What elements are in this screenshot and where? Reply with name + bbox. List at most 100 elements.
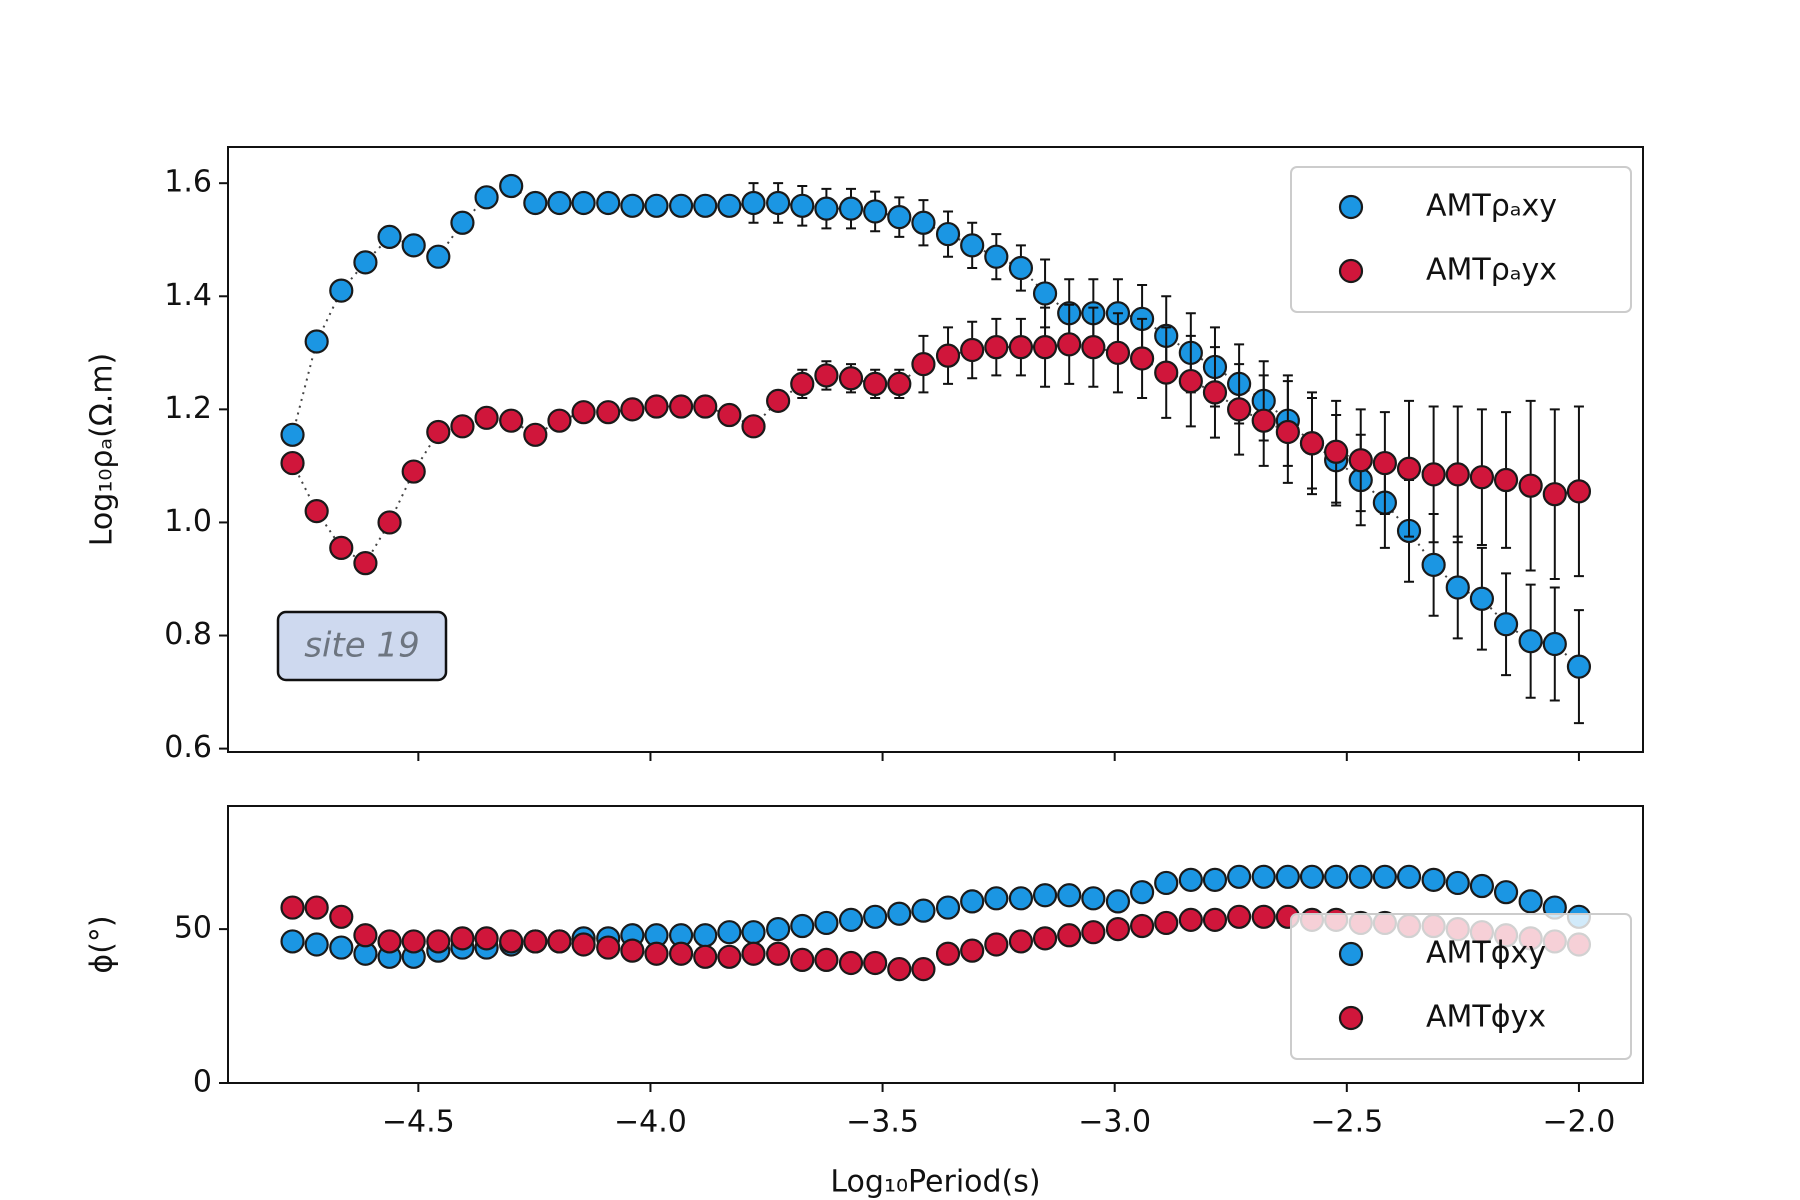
y-tick-label: 50 (174, 911, 212, 946)
y-tick-label: 0 (193, 1065, 212, 1100)
data-point (668, 394, 694, 419)
data-point (668, 941, 694, 966)
data-point (547, 408, 572, 433)
data-point (1178, 368, 1203, 394)
data-point (1057, 332, 1082, 357)
data-point (1372, 450, 1397, 476)
data-point (596, 190, 621, 216)
data-point (401, 929, 426, 954)
data-point (1202, 867, 1228, 892)
data-point (960, 889, 985, 914)
data-point (571, 400, 596, 425)
data-point (1445, 870, 1470, 896)
data-point (1518, 473, 1543, 498)
legend-label: AMTρₐxy (1426, 189, 1557, 224)
data-point (1251, 408, 1276, 433)
data-point (523, 190, 548, 216)
data-point (814, 363, 839, 388)
data-point (1032, 883, 1058, 908)
data-point (499, 173, 524, 199)
data-point (766, 941, 791, 966)
data-point (887, 205, 912, 230)
data-point (1178, 867, 1203, 892)
data-point (1202, 907, 1228, 932)
y-tick-label: 1.2 (164, 391, 212, 426)
data-point (790, 371, 815, 397)
x-tick-label: −2.0 (1543, 1105, 1616, 1140)
x-tick-label: −3.5 (846, 1105, 919, 1140)
y-tick-label: 0.6 (164, 730, 212, 765)
data-point (960, 233, 985, 258)
data-point (790, 947, 815, 972)
data-point (693, 394, 718, 419)
data-point (1129, 913, 1155, 939)
data-point (644, 394, 669, 419)
data-point (717, 402, 742, 428)
data-point (814, 910, 839, 936)
legend-label: AMTϕyx (1426, 1000, 1546, 1035)
data-point (1493, 612, 1519, 637)
data-point (887, 957, 912, 982)
legend: AMTϕxy AMTϕyx (1290, 913, 1632, 1060)
data-point (1008, 255, 1034, 281)
data-point (353, 923, 378, 948)
legend-label: AMTϕxy (1426, 936, 1546, 971)
data-point (596, 400, 621, 425)
data-point (1421, 462, 1446, 487)
data-point (1178, 907, 1203, 932)
data-point (1081, 886, 1106, 911)
data-point (1518, 629, 1543, 654)
data-point (1251, 864, 1276, 889)
data-point (766, 917, 791, 942)
y-tick-label: 1.4 (164, 278, 212, 313)
data-point (547, 190, 572, 216)
plot-frame (227, 146, 1644, 753)
data-point (1202, 380, 1228, 405)
data-point (1154, 870, 1179, 896)
data-point (741, 414, 766, 439)
data-point (1324, 439, 1349, 464)
annotation: site 19 (304, 626, 419, 666)
data-point (280, 422, 305, 447)
data-point (280, 895, 305, 920)
data-point (1469, 873, 1495, 899)
x-tick-label: −4.5 (382, 1105, 455, 1140)
data-point (1396, 864, 1422, 889)
data-point (1008, 886, 1034, 911)
data-point (304, 932, 329, 957)
data-point (1008, 335, 1034, 360)
data-point (863, 950, 888, 976)
data-point (499, 408, 524, 433)
data-point (1299, 864, 1325, 889)
data-point (1154, 360, 1179, 385)
data-point (450, 414, 475, 439)
data-point (668, 193, 694, 218)
x-tick-label: −2.5 (1310, 1105, 1383, 1140)
x-tick-label: −4.0 (614, 1105, 687, 1140)
y-axis-label: Log₁₀ρₐ(Ω.m) (85, 353, 120, 547)
data-point (280, 929, 305, 954)
data-point (911, 352, 936, 377)
data-point (935, 343, 961, 368)
data-point (911, 898, 936, 923)
data-point (717, 944, 742, 969)
data-point (1518, 889, 1543, 914)
data-point (693, 923, 718, 948)
data-point (1105, 917, 1131, 942)
data-point (984, 886, 1009, 911)
data-point (329, 535, 354, 560)
data-point (741, 190, 766, 216)
data-point (766, 190, 791, 216)
data-point (1251, 904, 1276, 929)
data-point (304, 329, 329, 354)
data-point (960, 337, 985, 363)
data-point (935, 941, 961, 966)
data-point (693, 944, 718, 969)
data-point (838, 907, 864, 932)
data-point (741, 920, 766, 945)
data-point (935, 895, 961, 920)
data-point (377, 224, 402, 250)
data-point (620, 193, 645, 218)
plot-frame (227, 805, 1644, 1084)
